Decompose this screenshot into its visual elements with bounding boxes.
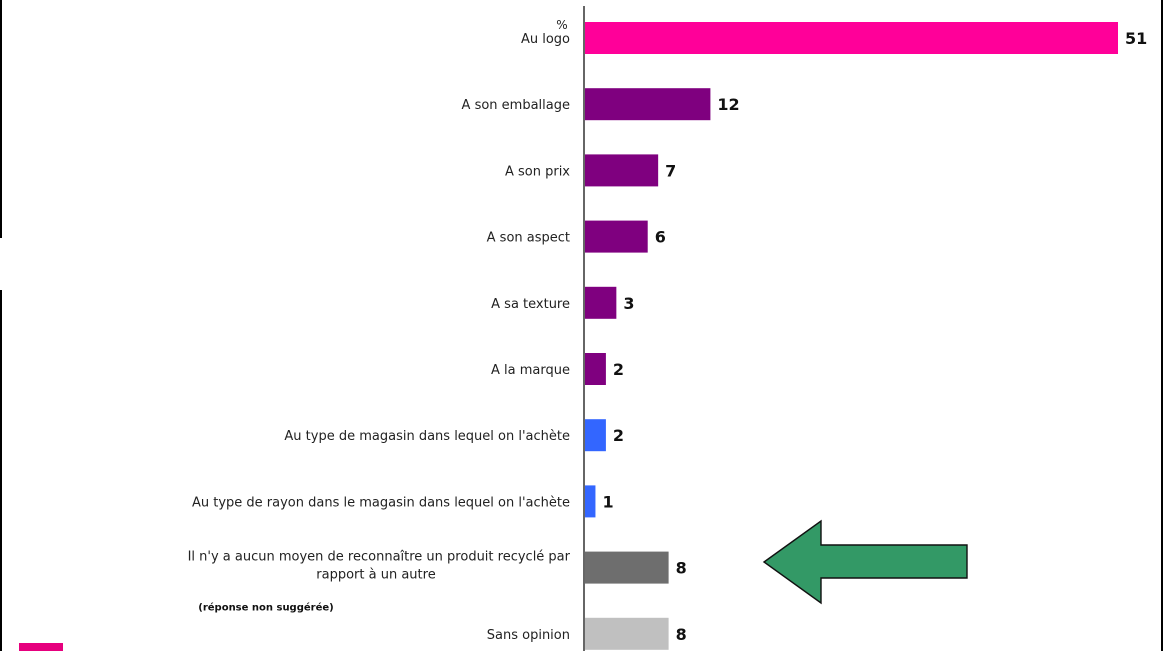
value-label: 1	[602, 492, 613, 511]
value-label: 12	[717, 95, 739, 114]
brand-mark-icon	[19, 643, 63, 651]
category-label: A son emballage	[462, 98, 570, 113]
value-label: 2	[613, 360, 624, 379]
category-label: rapport à un autre	[316, 568, 435, 583]
bar	[585, 353, 606, 385]
bar	[585, 551, 669, 584]
bar	[585, 154, 659, 187]
category-label: Sans opinion	[487, 628, 570, 643]
frame-left-border	[0, 0, 2, 651]
category-label: A sa texture	[491, 297, 570, 312]
bar	[585, 485, 596, 518]
category-label: A son aspect	[487, 231, 570, 246]
frame-left-gap	[0, 238, 3, 290]
category-label: Au type de magasin dans lequel on l'achè…	[284, 429, 570, 444]
bar	[585, 617, 669, 650]
bar	[585, 419, 606, 452]
annotation-label: (réponse non suggérée)	[198, 602, 333, 614]
category-label: Il n'y a aucun moyen de reconnaître un p…	[188, 550, 571, 565]
value-label: 2	[613, 426, 624, 445]
frame-right-border	[1161, 0, 1163, 651]
value-label: 8	[676, 559, 687, 578]
bar	[585, 88, 711, 121]
category-label: A la marque	[491, 363, 570, 378]
category-label: Au logo	[521, 32, 570, 47]
category-label: Au type de rayon dans le magasin dans le…	[192, 495, 570, 510]
value-label: 8	[676, 625, 687, 644]
bar	[585, 220, 648, 253]
bar	[585, 286, 617, 319]
bar	[585, 22, 1118, 54]
category-label: A son prix	[505, 164, 570, 179]
value-label: 3	[623, 294, 634, 313]
value-label: 51	[1125, 29, 1147, 48]
value-label: 6	[655, 228, 666, 247]
unit-label: %	[556, 18, 567, 32]
value-label: 7	[665, 161, 676, 180]
